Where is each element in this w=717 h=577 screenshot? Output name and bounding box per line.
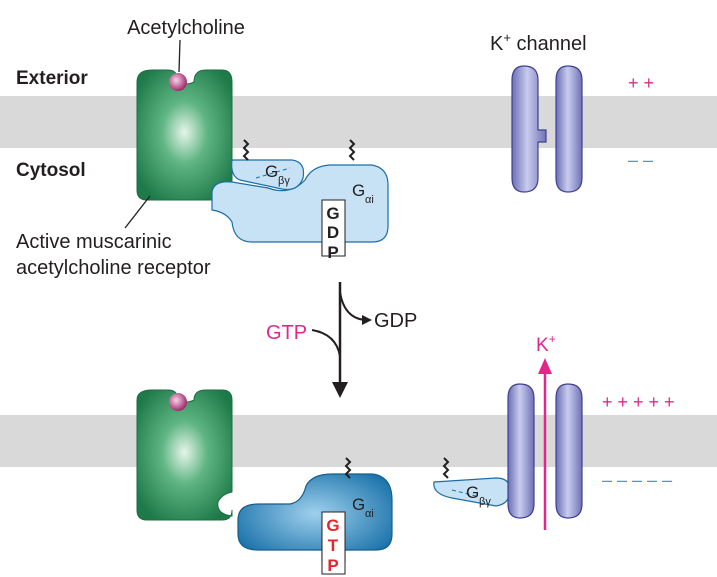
receptor-top — [136, 69, 233, 201]
gtp-letter-g: G — [326, 516, 339, 535]
k-channel-label: K+ channel — [490, 30, 587, 55]
transition-arrowhead — [332, 382, 348, 398]
gdp-letter-d: D — [327, 223, 339, 242]
g-alpha-bottom-g: G — [352, 495, 365, 514]
g-beta-gamma-top-g: G — [265, 162, 278, 181]
g-beta-gamma-top — [231, 159, 305, 191]
gtp-letter-t: T — [328, 536, 339, 555]
k-channel-bottom — [507, 383, 583, 519]
acetylcholine-ligand-top — [169, 73, 187, 91]
receptor-pointer — [124, 195, 151, 229]
k-channel-top — [511, 65, 583, 193]
acetylcholine-ligand-bottom — [169, 393, 187, 411]
lipid-anchor-alpha-bottom — [344, 457, 352, 479]
g-beta-gamma-top-sub: βγ — [278, 175, 290, 187]
receptor-label-line2: acetylcholine receptor — [16, 257, 211, 279]
gdp-letter-g: G — [326, 204, 339, 223]
g-alpha-bottom-sub: αi — [365, 508, 374, 520]
g-beta-gamma-bottom-g: G — [466, 483, 479, 502]
g-alpha-top-sub: αi — [365, 194, 374, 206]
g-beta-gamma-bottom — [433, 477, 511, 507]
k-ion-flow-arrowhead — [538, 358, 552, 374]
g-beta-gamma-bottom-sub: βγ — [479, 496, 491, 508]
gdp-release-arrow — [339, 291, 366, 321]
receptor-bottom — [136, 389, 233, 521]
k-ion-label: K+ — [536, 332, 556, 356]
gdp-release-arrowhead — [362, 315, 372, 325]
acetylcholine-pointer — [178, 39, 181, 73]
g-alpha-i-bottom — [237, 473, 393, 575]
receptor-label-line1: Active muscarinic — [16, 231, 172, 253]
membrane-top — [0, 96, 717, 148]
g-alpha-i-top — [211, 164, 389, 257]
lipid-anchor-bg-bottom — [442, 457, 450, 479]
exterior-label: Exterior — [16, 68, 88, 89]
lipid-anchor-alpha-top — [348, 139, 356, 161]
gtp-letter-p: P — [327, 556, 338, 575]
g-alpha-top-g: G — [352, 181, 365, 200]
gtp-bind-arrow — [311, 329, 341, 357]
acetylcholine-label: Acetylcholine — [127, 17, 245, 39]
membrane-bottom — [0, 415, 717, 467]
charge-exterior-bottom: + + + + + — [602, 392, 675, 412]
charge-cytosol-bottom: – – – – – — [602, 470, 672, 490]
charge-exterior-top: + + — [628, 73, 654, 93]
gdp-out-label: GDP — [374, 310, 417, 332]
cytosol-label: Cytosol — [16, 160, 86, 181]
gdp-letter-p: P — [327, 243, 338, 262]
charge-cytosol-top: – – — [628, 150, 653, 170]
lipid-anchor-bg-top — [242, 139, 250, 161]
gtp-in-label: GTP — [266, 322, 307, 344]
